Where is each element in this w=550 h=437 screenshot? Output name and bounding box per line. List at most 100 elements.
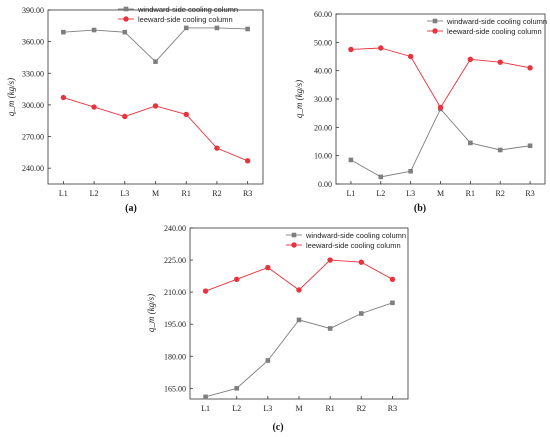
legend-label: windward-side cooling column	[137, 5, 238, 14]
x-tick-label: M	[152, 189, 159, 198]
y-tick-label: 165.00	[164, 384, 186, 393]
x-tick-label: R2	[212, 189, 221, 198]
legend-marker-square	[291, 232, 297, 238]
data-point-square	[408, 168, 413, 174]
data-point-square	[183, 25, 189, 31]
data-point-square	[265, 358, 271, 363]
y-tick-label: 60.00	[314, 10, 332, 19]
panel-label: (a)	[125, 203, 137, 214]
data-point-square	[348, 157, 354, 163]
data-point-circle	[389, 276, 396, 282]
data-point-square	[214, 25, 220, 31]
y-tick-label: 0.00	[318, 180, 332, 189]
data-point-circle	[214, 145, 220, 151]
legend-label: windward-side cooling column	[305, 231, 406, 240]
data-point-circle	[265, 264, 271, 271]
series-line	[350, 108, 531, 178]
y-axis-label: q_m (kg/s)	[146, 294, 156, 332]
y-tick-label: 180.00	[164, 352, 186, 361]
panel-a-chart: 240.00 270.00 300.00 330.00 360.00 390.00 L1 L2…	[6, 5, 264, 214]
y-tick-label: 225.00	[164, 256, 186, 265]
data-point-square	[153, 59, 158, 64]
plot-frame	[189, 227, 409, 400]
legend-label: leeward-side cooling column	[447, 27, 542, 36]
legend-label: leeward-side cooling column	[306, 241, 401, 250]
y-tick-label: 360.00	[22, 38, 44, 47]
legend-marker-circle	[123, 16, 129, 22]
data-point-circle	[202, 288, 209, 294]
data-point-circle	[437, 104, 444, 111]
panel-label: (c)	[272, 422, 283, 433]
x-tick-label: R1	[325, 404, 334, 413]
series-line	[63, 27, 248, 63]
x-tick-label: L2	[376, 189, 385, 198]
y-tick-label: 30.00	[314, 95, 332, 104]
legend-marker-square	[123, 6, 129, 12]
data-point-circle	[152, 103, 159, 109]
y-tick-label: 195.00	[164, 320, 186, 329]
data-point-square	[122, 29, 128, 35]
data-point-circle	[91, 104, 97, 110]
x-tick-label: R2	[357, 404, 366, 413]
x-tick-label: L2	[232, 404, 241, 413]
x-tick-label: L3	[406, 189, 415, 198]
x-tick-label: R3	[525, 189, 534, 198]
y-tick-label: 40.00	[314, 67, 332, 76]
y-tick-label: 50.00	[314, 38, 332, 47]
data-point-circle	[358, 259, 364, 265]
data-point-circle	[244, 158, 251, 164]
data-point-circle	[378, 45, 384, 51]
data-point-circle	[467, 56, 474, 63]
y-tick-label: 300.00	[22, 101, 44, 110]
data-point-square	[358, 311, 364, 316]
series-line	[205, 259, 393, 292]
data-point-circle	[407, 53, 414, 60]
data-point-circle	[527, 65, 533, 71]
y-tick-label: 10.00	[314, 152, 332, 161]
data-point-square	[203, 394, 208, 400]
y-tick-label: 270.00	[22, 133, 44, 142]
panel-label: (b)	[414, 203, 426, 214]
data-point-circle	[183, 111, 189, 118]
data-point-square	[91, 27, 97, 33]
series-line	[350, 47, 531, 109]
data-point-square	[61, 29, 66, 35]
x-tick-label: L3	[120, 189, 129, 198]
x-tick-label: R1	[182, 189, 191, 198]
data-point-square	[327, 326, 333, 331]
legend-marker-square	[432, 18, 438, 24]
legend-marker-circle	[291, 242, 297, 248]
x-tick-label: L3	[263, 404, 272, 413]
series-line	[205, 302, 393, 398]
data-point-circle	[327, 257, 333, 263]
data-point-square	[234, 386, 240, 391]
data-point-square	[296, 317, 302, 323]
y-tick-label: 240.00	[164, 224, 186, 233]
y-tick-label: 390.00	[22, 6, 44, 15]
y-tick-label: 240.00	[22, 164, 44, 173]
x-tick-label: R3	[243, 189, 252, 198]
data-point-square	[245, 26, 250, 32]
x-tick-label: L1	[201, 404, 210, 413]
y-tick-label: 210.00	[164, 288, 186, 297]
data-point-square	[527, 143, 533, 149]
x-tick-label: L1	[59, 189, 68, 198]
data-point-circle	[296, 287, 302, 293]
data-point-circle	[60, 94, 67, 101]
legend-label: windward-side cooling column	[446, 17, 547, 26]
x-tick-label: L2	[90, 189, 99, 198]
data-point-circle	[122, 113, 128, 120]
panel-b-chart: 0.00 10.00 20.00 30.00 40.00 50.00 60.00 L1 L2 L3…	[294, 10, 547, 214]
x-tick-label: L1	[346, 189, 355, 198]
panel-c-chart: 165.00 180.00 195.00 210.00 225.00 240.00 L1 L2…	[146, 224, 409, 433]
data-point-square	[497, 147, 503, 153]
x-tick-label: R2	[496, 189, 505, 198]
legend-marker-circle	[432, 28, 438, 34]
y-axis-label: q_m (kg/s)	[6, 78, 16, 116]
y-axis-label: q_m (kg/s)	[294, 80, 304, 118]
data-point-circle	[348, 46, 354, 53]
plot-frame	[335, 13, 546, 185]
data-point-circle	[234, 276, 240, 282]
y-tick-label: 20.00	[314, 123, 332, 132]
